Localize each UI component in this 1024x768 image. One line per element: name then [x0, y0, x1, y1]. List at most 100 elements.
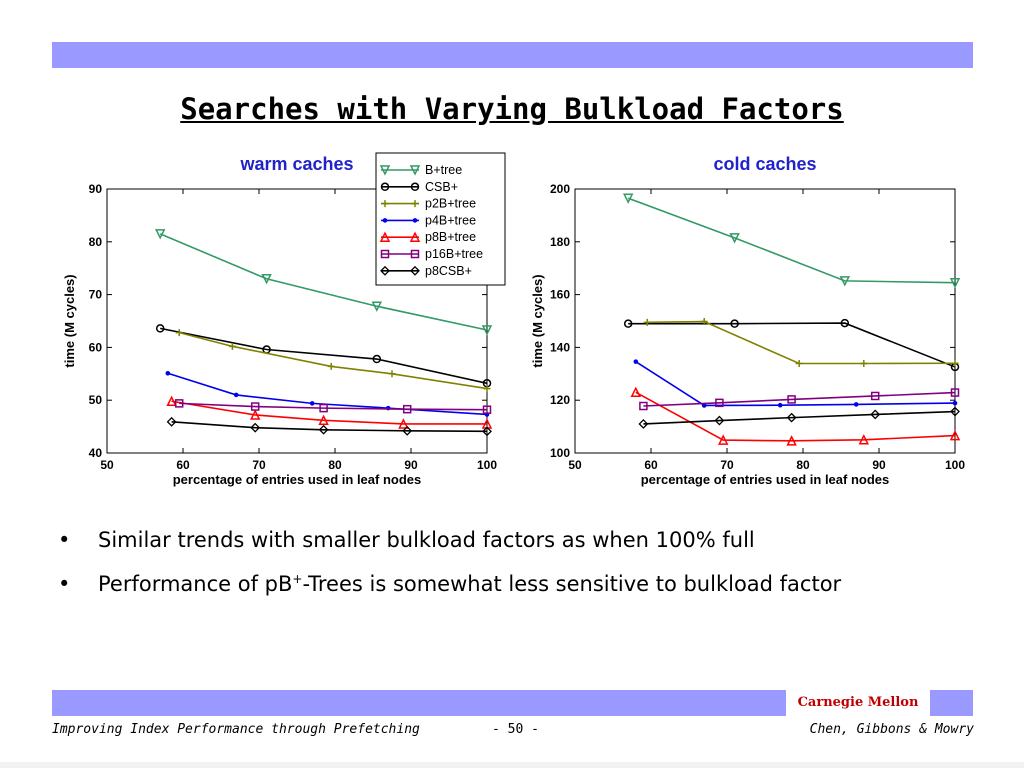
- series-line: [171, 421, 488, 433]
- legend-marker: [380, 182, 390, 192]
- data-point: [398, 418, 409, 429]
- data-point: [950, 406, 960, 417]
- bullet-text: Similar trends with smaller bulkload fac…: [98, 528, 755, 552]
- data-point: [952, 400, 958, 406]
- x-tick-label: 60: [176, 458, 190, 472]
- data-point: [870, 409, 881, 420]
- x-tick-label: 80: [796, 458, 810, 472]
- chart-title: warm caches: [239, 154, 353, 174]
- bullet-list: • Similar trends with smaller bulkload f…: [58, 528, 998, 616]
- data-point: [481, 325, 493, 336]
- legend-entry: p8B+tree: [379, 230, 476, 244]
- data-point: [155, 324, 165, 333]
- series-line: [643, 410, 956, 425]
- y-axis-label: time (M cycles): [530, 274, 545, 367]
- x-tick-label: 70: [720, 458, 734, 472]
- data-point: [249, 409, 261, 420]
- bullet-marker: •: [58, 572, 71, 596]
- y-tick-label: 140: [550, 340, 570, 354]
- y-tick-label: 180: [550, 235, 570, 249]
- x-tick-label: 100: [945, 458, 965, 472]
- data-point: [250, 422, 261, 433]
- legend-marker: [409, 231, 421, 242]
- series-line: [643, 391, 956, 407]
- data-point: [371, 301, 383, 312]
- data-point: [717, 434, 729, 445]
- legend-marker: [411, 200, 419, 208]
- legend-marker: [410, 265, 420, 276]
- legend-marker: [380, 265, 390, 276]
- data-point: [165, 370, 171, 376]
- data-point: [250, 402, 260, 411]
- data-point: [858, 434, 870, 445]
- series-line: [179, 402, 488, 411]
- data-point: [174, 399, 184, 408]
- x-tick-label: 100: [477, 458, 497, 472]
- chart-cold-caches: cold caches 50 60 70 80 90 100 100 120 140 160 180 2…: [530, 154, 965, 487]
- bullet-item: • Similar trends with smaller bulkload f…: [58, 528, 998, 552]
- data-point: [639, 401, 648, 411]
- data-point: [175, 329, 183, 337]
- legend-entry: p2B+tree: [381, 197, 476, 211]
- data-point: [853, 402, 859, 407]
- x-axis-label: percentage of entries used in leaf nodes: [173, 472, 422, 487]
- footer-accent-bar: [52, 690, 786, 716]
- legend-entry: p4B+tree: [381, 213, 476, 227]
- chart-title: cold caches: [713, 154, 816, 174]
- legend-marker: [379, 165, 391, 176]
- bullet-text-pre: Performance of pB: [98, 572, 293, 596]
- data-point: [787, 395, 796, 404]
- legend: B+tree CSB+ p2B+tree p4B+tree p8B+tree p16B+t…: [375, 152, 506, 286]
- data-point: [228, 342, 236, 350]
- series-btree: [154, 229, 493, 336]
- legend-label: p4B+tree: [425, 213, 476, 227]
- x-axis-label: percentage of entries used in leaf nodes: [641, 472, 890, 487]
- legend-box: [375, 152, 506, 286]
- data-point: [482, 426, 492, 437]
- data-point: [623, 319, 633, 328]
- data-point: [638, 419, 649, 429]
- y-tick-label: 70: [89, 288, 103, 302]
- data-point: [949, 429, 961, 441]
- data-point: [860, 360, 868, 368]
- data-point: [402, 425, 413, 436]
- series-line: [159, 233, 488, 331]
- legend-label: p8B+tree: [425, 230, 476, 244]
- data-point: [700, 318, 708, 326]
- slide-title: Searches with Varying Bulkload Factors: [180, 92, 844, 126]
- data-point: [729, 233, 740, 244]
- y-tick-label: 120: [550, 393, 570, 407]
- legend-marker: [382, 218, 388, 223]
- x-tick-label: 80: [328, 458, 342, 472]
- data-point: [318, 424, 329, 435]
- data-point: [372, 354, 382, 364]
- legend-entry: B+tree: [379, 163, 462, 177]
- data-point: [795, 360, 803, 368]
- legend-marker: [412, 218, 418, 223]
- y-tick-label: 100: [550, 446, 570, 460]
- legend-label: CSB+: [425, 180, 458, 194]
- data-point: [715, 398, 724, 408]
- data-point: [870, 391, 880, 401]
- data-point: [786, 412, 797, 423]
- series-line: [171, 400, 487, 425]
- bullet-marker: •: [58, 528, 71, 552]
- y-axis-label: time (M cycles): [62, 274, 77, 367]
- brand-label: Carnegie Mellon: [797, 695, 919, 710]
- data-point: [166, 416, 177, 427]
- plot-area: [574, 188, 956, 454]
- series-p2btree: [643, 318, 959, 368]
- data-point: [402, 404, 412, 414]
- header-accent-bar: [52, 42, 973, 68]
- x-tick-label: 50: [568, 458, 582, 472]
- legend-entry: CSB+: [380, 180, 458, 194]
- legend-marker: [409, 165, 421, 176]
- series-p16btree: [174, 399, 492, 414]
- legend-entry: p8CSB+: [380, 264, 472, 278]
- y-tick-label: 50: [89, 393, 103, 407]
- y-tick-label: 200: [550, 182, 570, 196]
- legend-label: B+tree: [425, 163, 462, 177]
- data-point: [261, 274, 272, 285]
- series-line: [627, 197, 956, 284]
